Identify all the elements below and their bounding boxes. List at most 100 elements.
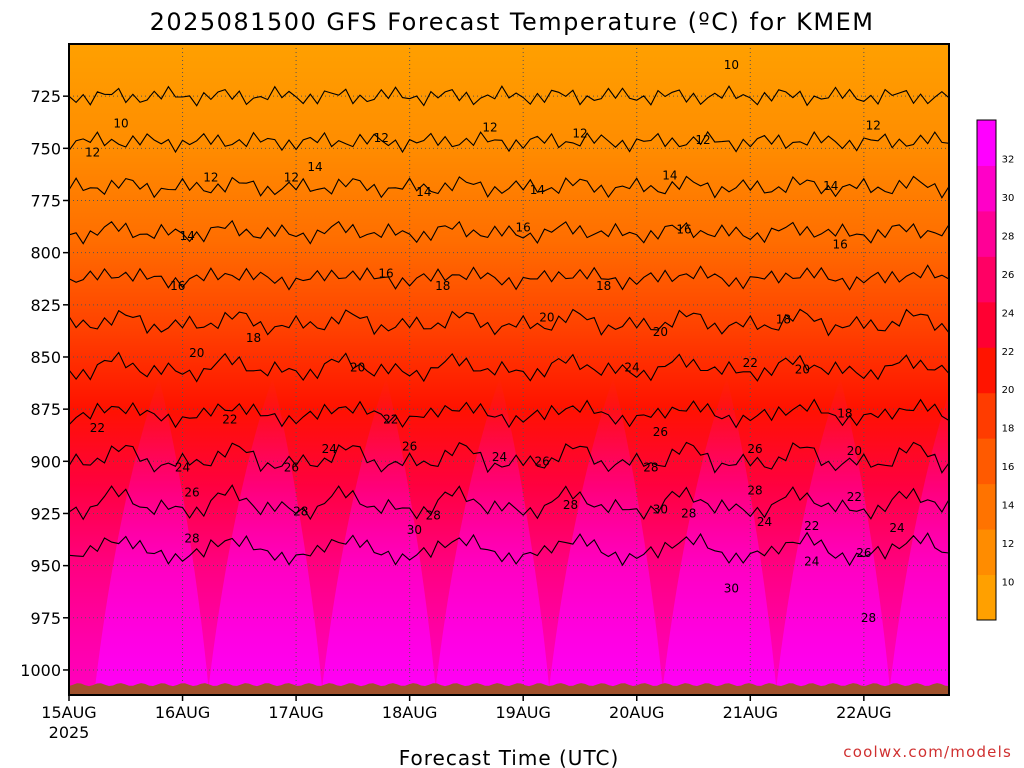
contour-label: 18 — [776, 312, 791, 326]
contour-label: 14 — [307, 160, 322, 174]
warm-plume — [207, 377, 323, 695]
warm-plume — [321, 377, 437, 695]
colorbar-swatch — [977, 210, 996, 257]
colorbar-tick-label: 32 — [1002, 154, 1015, 165]
contour-label: 20 — [847, 444, 862, 458]
contour-label: 26 — [747, 442, 762, 456]
x-axis-label: Forecast Time (UTC) — [399, 746, 620, 768]
colorbar-tick-label: 28 — [1002, 231, 1015, 242]
colorbar-tick-label: 20 — [1002, 385, 1015, 396]
colorbar-swatch — [977, 574, 996, 621]
contour-label: 22 — [743, 356, 758, 370]
contour-label: 20 — [189, 346, 204, 360]
warm-plume — [661, 377, 777, 695]
contour-label: 30 — [653, 502, 668, 516]
contour-label: 22 — [222, 413, 237, 427]
contour-label: 28 — [681, 506, 696, 520]
colorbar-swatch — [977, 347, 996, 394]
contour-label: 20 — [795, 363, 810, 377]
warm-plume — [775, 377, 891, 695]
contour-label: 16 — [676, 223, 691, 237]
colorbar-tick-label: 18 — [1002, 424, 1015, 435]
contour-line-10 — [69, 85, 949, 107]
contour-label: 28 — [426, 509, 441, 523]
colorbar-tick-label: 26 — [1002, 270, 1015, 281]
contour-label: 24 — [804, 554, 819, 568]
credit-link[interactable]: coolwx.com/models — [843, 743, 1012, 761]
contour-label: 18 — [246, 331, 261, 345]
contour-label: 18 — [596, 279, 611, 293]
contour-line-12 — [69, 130, 949, 154]
y-axis-pressure: 725 750 775 800 825 850 875 900 925 950 975 1000 — [20, 87, 69, 680]
contour-labels: 10 10 12 12 12 12 12 12 12 12 14 14 14 14 14 14 16 16 16 16… — [85, 58, 905, 625]
x-tick-sublabel: 2025 — [49, 723, 90, 742]
contour-line-20 — [69, 308, 949, 337]
y-tick-label: 1000 — [20, 661, 61, 680]
contour-label: 18 — [837, 406, 852, 420]
contour-label: 22 — [804, 519, 819, 533]
grid-lines — [69, 44, 949, 695]
contour-label: 28 — [184, 532, 199, 546]
contour-label: 22 — [847, 490, 862, 504]
x-tick-label: 17AUG — [268, 703, 323, 722]
y-tick-label: 900 — [30, 452, 61, 471]
x-tick-label: 18AUG — [382, 703, 437, 722]
contour-label: 16 — [833, 237, 848, 251]
colorbar-legend: 10 12 14 16 18 20 22 24 26 28 30 32 — [976, 119, 1015, 621]
contour-line-16 — [69, 219, 949, 245]
contour-label: 28 — [563, 498, 578, 512]
contour-line-30 — [69, 531, 949, 567]
colorbar-frame — [976, 119, 997, 621]
contour-label: 24 — [322, 442, 337, 456]
contour-label: 24 — [624, 360, 639, 374]
warm-plume — [434, 377, 550, 695]
colorbar-swatch — [977, 438, 996, 485]
colorbar-tick-label: 14 — [1002, 501, 1015, 512]
contour-label: 26 — [402, 440, 417, 454]
contour-label: 18 — [435, 279, 450, 293]
contour-label: 28 — [293, 504, 308, 518]
contour-label: 10 — [113, 116, 128, 130]
colorbar-tick-label: 30 — [1002, 193, 1015, 204]
colorbar-swatch — [977, 483, 996, 530]
colorbar-tick-label: 10 — [1002, 578, 1015, 589]
x-tick-label: 16AUG — [155, 703, 210, 722]
contour-label: 28 — [747, 484, 762, 498]
contour-label: 26 — [534, 454, 549, 468]
ground-surface — [69, 683, 949, 695]
plot-frame — [68, 43, 950, 696]
y-tick-label: 825 — [30, 296, 61, 315]
contour-label: 24 — [492, 450, 507, 464]
contour-label: 14 — [662, 168, 677, 182]
contour-line-26 — [69, 441, 949, 474]
colorbar-swatch — [977, 301, 996, 348]
contour-line-18 — [69, 264, 949, 291]
warm-plume — [889, 392, 949, 695]
contour-label: 26 — [653, 425, 668, 439]
y-tick-label: 800 — [30, 244, 61, 263]
x-tick-label: 21AUG — [723, 703, 778, 722]
contour-label: 12 — [85, 146, 100, 160]
contour-label: 20 — [653, 325, 668, 339]
x-tick-label: 15AUG — [41, 703, 96, 722]
chart-title: 2025081500 GFS Forecast Temperature (ºC)… — [150, 8, 875, 36]
contour-label: 12 — [203, 171, 218, 185]
contour-label: 14 — [416, 185, 431, 199]
contour-label: 14 — [530, 183, 545, 197]
contour-label: 24 — [889, 521, 904, 535]
contour-label: 16 — [378, 267, 393, 281]
contour-label: 12 — [866, 118, 881, 132]
colorbar-swatch — [977, 120, 996, 166]
colorbar-tick-label: 22 — [1002, 347, 1015, 358]
contour-label: 12 — [374, 131, 389, 145]
contour-label: 12 — [482, 120, 497, 134]
contour-label: 20 — [539, 310, 554, 324]
contour-label: 12 — [572, 127, 587, 141]
contour-label: 16 — [170, 279, 185, 293]
contour-line-24 — [69, 398, 949, 429]
contour-label: 26 — [284, 461, 299, 475]
contour-label: 10 — [724, 58, 739, 72]
colorbar-tick-label: 12 — [1002, 539, 1015, 550]
